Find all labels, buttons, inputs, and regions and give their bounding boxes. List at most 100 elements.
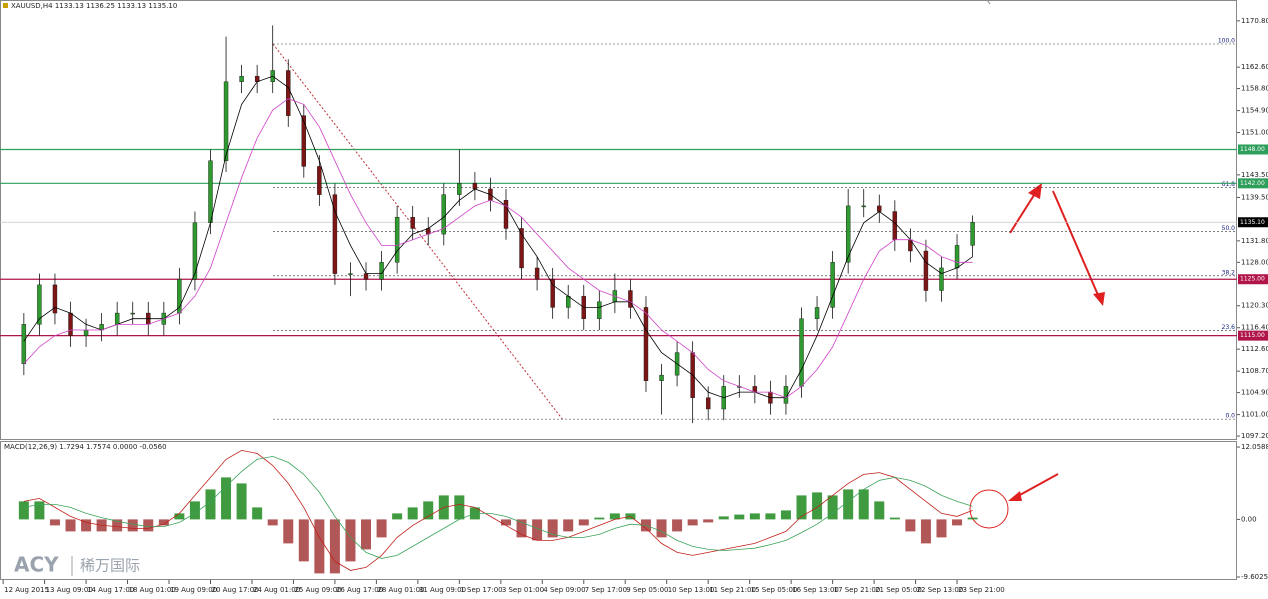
fib-label: 23.6 (1222, 324, 1236, 331)
macd-bar (843, 489, 854, 520)
candle-body (457, 183, 462, 195)
candle-body (410, 216, 415, 229)
candle-body (659, 374, 664, 381)
candle-body (379, 262, 384, 280)
macd-bar (329, 519, 340, 574)
x-tick-label: 4 Sep 09:00 (543, 586, 585, 594)
fib-label: 50.0 (1222, 225, 1236, 232)
y-tick-label: 1097.20 (1241, 432, 1268, 440)
indicator-line (23, 75, 973, 399)
y-tick-label: 1108.70 (1241, 367, 1268, 375)
y-tick-label: 1128.00 (1241, 258, 1268, 266)
indicator-line (23, 455, 973, 559)
y-tick-label: 1162.60 (1241, 63, 1268, 71)
macd-bar (812, 492, 823, 520)
arrow-up (1009, 191, 1037, 234)
candle-body (534, 267, 540, 280)
candle-body (68, 312, 73, 336)
macd-bar (920, 519, 931, 544)
candle-body (550, 279, 555, 308)
x-tick-label: 14 Aug 17:00 (87, 586, 134, 594)
level-label: 1115.00 (1240, 332, 1265, 339)
macd-bar (547, 519, 558, 538)
candle-body (317, 166, 322, 195)
y-tick-label: 1131.80 (1241, 237, 1268, 245)
fib-label: 0.0 (1225, 413, 1235, 420)
y-tick-label: 1158.80 (1241, 85, 1268, 93)
candle-body (301, 115, 307, 167)
y-tick-label: 0.00 (1241, 515, 1257, 523)
candle-body (503, 200, 509, 229)
macd-bar (221, 477, 232, 520)
x-tick-label: 1 Sep 17:00 (460, 586, 502, 594)
macd-bar (49, 519, 60, 526)
macd-bar (454, 495, 465, 520)
x-tick-label: 15 Sep 05:00 (751, 586, 798, 594)
level-label: 1148.00 (1240, 146, 1265, 153)
candle-body (114, 312, 120, 325)
x-tick-label: 25 Aug 09:00 (294, 586, 341, 594)
x-tick-label: 26 Aug 17:00 (336, 586, 383, 594)
macd-bar (687, 519, 698, 526)
y-tick-label: 1120.30 (1241, 302, 1268, 310)
arrow-left (1017, 473, 1059, 497)
candle-body (208, 160, 213, 224)
macd-bar (936, 519, 947, 538)
macd-bar (718, 516, 729, 520)
watermark-cn: 稀万国际 (80, 557, 140, 575)
macd-bar (34, 501, 45, 520)
candle-body (239, 75, 244, 82)
candle-body (223, 81, 229, 161)
macd-bar (158, 519, 169, 526)
candle-body (37, 284, 42, 325)
fib-label: 38.2 (1222, 269, 1236, 276)
x-tick-label: 7 Sep 17:00 (585, 586, 627, 594)
macd-bar (174, 513, 185, 520)
fib-label: 61.8 (1222, 181, 1236, 188)
candle-body (130, 312, 135, 315)
candle-body (845, 205, 851, 263)
macd-bar (500, 519, 511, 526)
shift-marker (986, 0, 991, 5)
macd-bar (874, 501, 885, 520)
candle-body (286, 70, 291, 116)
candle-body (814, 307, 820, 319)
macd-bar (143, 519, 154, 532)
current-price-label: 1135.10 (1240, 219, 1265, 226)
candle-body (628, 290, 633, 308)
macd-bar (858, 489, 869, 520)
x-tick-label: 17 Sep 21:00 (834, 586, 881, 594)
macd-bar (967, 517, 978, 520)
x-tick-label: 10 Sep 13:00 (668, 586, 715, 594)
macd-bar (532, 519, 543, 541)
candle-body (799, 318, 804, 387)
candle-body (192, 222, 198, 280)
x-tick-label: 3 Sep 01:00 (502, 586, 544, 594)
candle-body (861, 205, 866, 208)
level-box (1238, 274, 1268, 285)
level-box (1238, 178, 1268, 189)
macd-bar (314, 519, 325, 574)
candle-body (923, 250, 929, 291)
x-tick-label: 11 Sep 21:00 (709, 586, 756, 594)
x-tick-label: 23 Sep 21:00 (958, 586, 1005, 594)
highlight-circle (969, 489, 1009, 529)
x-tick-label: 19 Aug 09:00 (170, 586, 217, 594)
candle-body (597, 301, 602, 319)
y-tick-label: 12.0588 (1241, 443, 1268, 451)
macd-bar (189, 501, 200, 520)
price-panel (0, 0, 1237, 440)
macd-panel (0, 441, 1237, 580)
x-tick-label: 9 Sep 05:00 (626, 586, 668, 594)
y-tick-label: 1112.60 (1241, 345, 1268, 353)
candle-body (954, 245, 960, 269)
level-label: 1125.00 (1240, 276, 1265, 283)
candle-body (472, 183, 478, 190)
candle-body (830, 262, 835, 308)
y-tick-label: -9.6025 (1241, 573, 1268, 581)
arrow-head (1008, 491, 1022, 501)
y-tick-label: 1101.00 (1241, 411, 1268, 419)
macd-bar (376, 519, 387, 538)
macd-bar (392, 513, 403, 520)
